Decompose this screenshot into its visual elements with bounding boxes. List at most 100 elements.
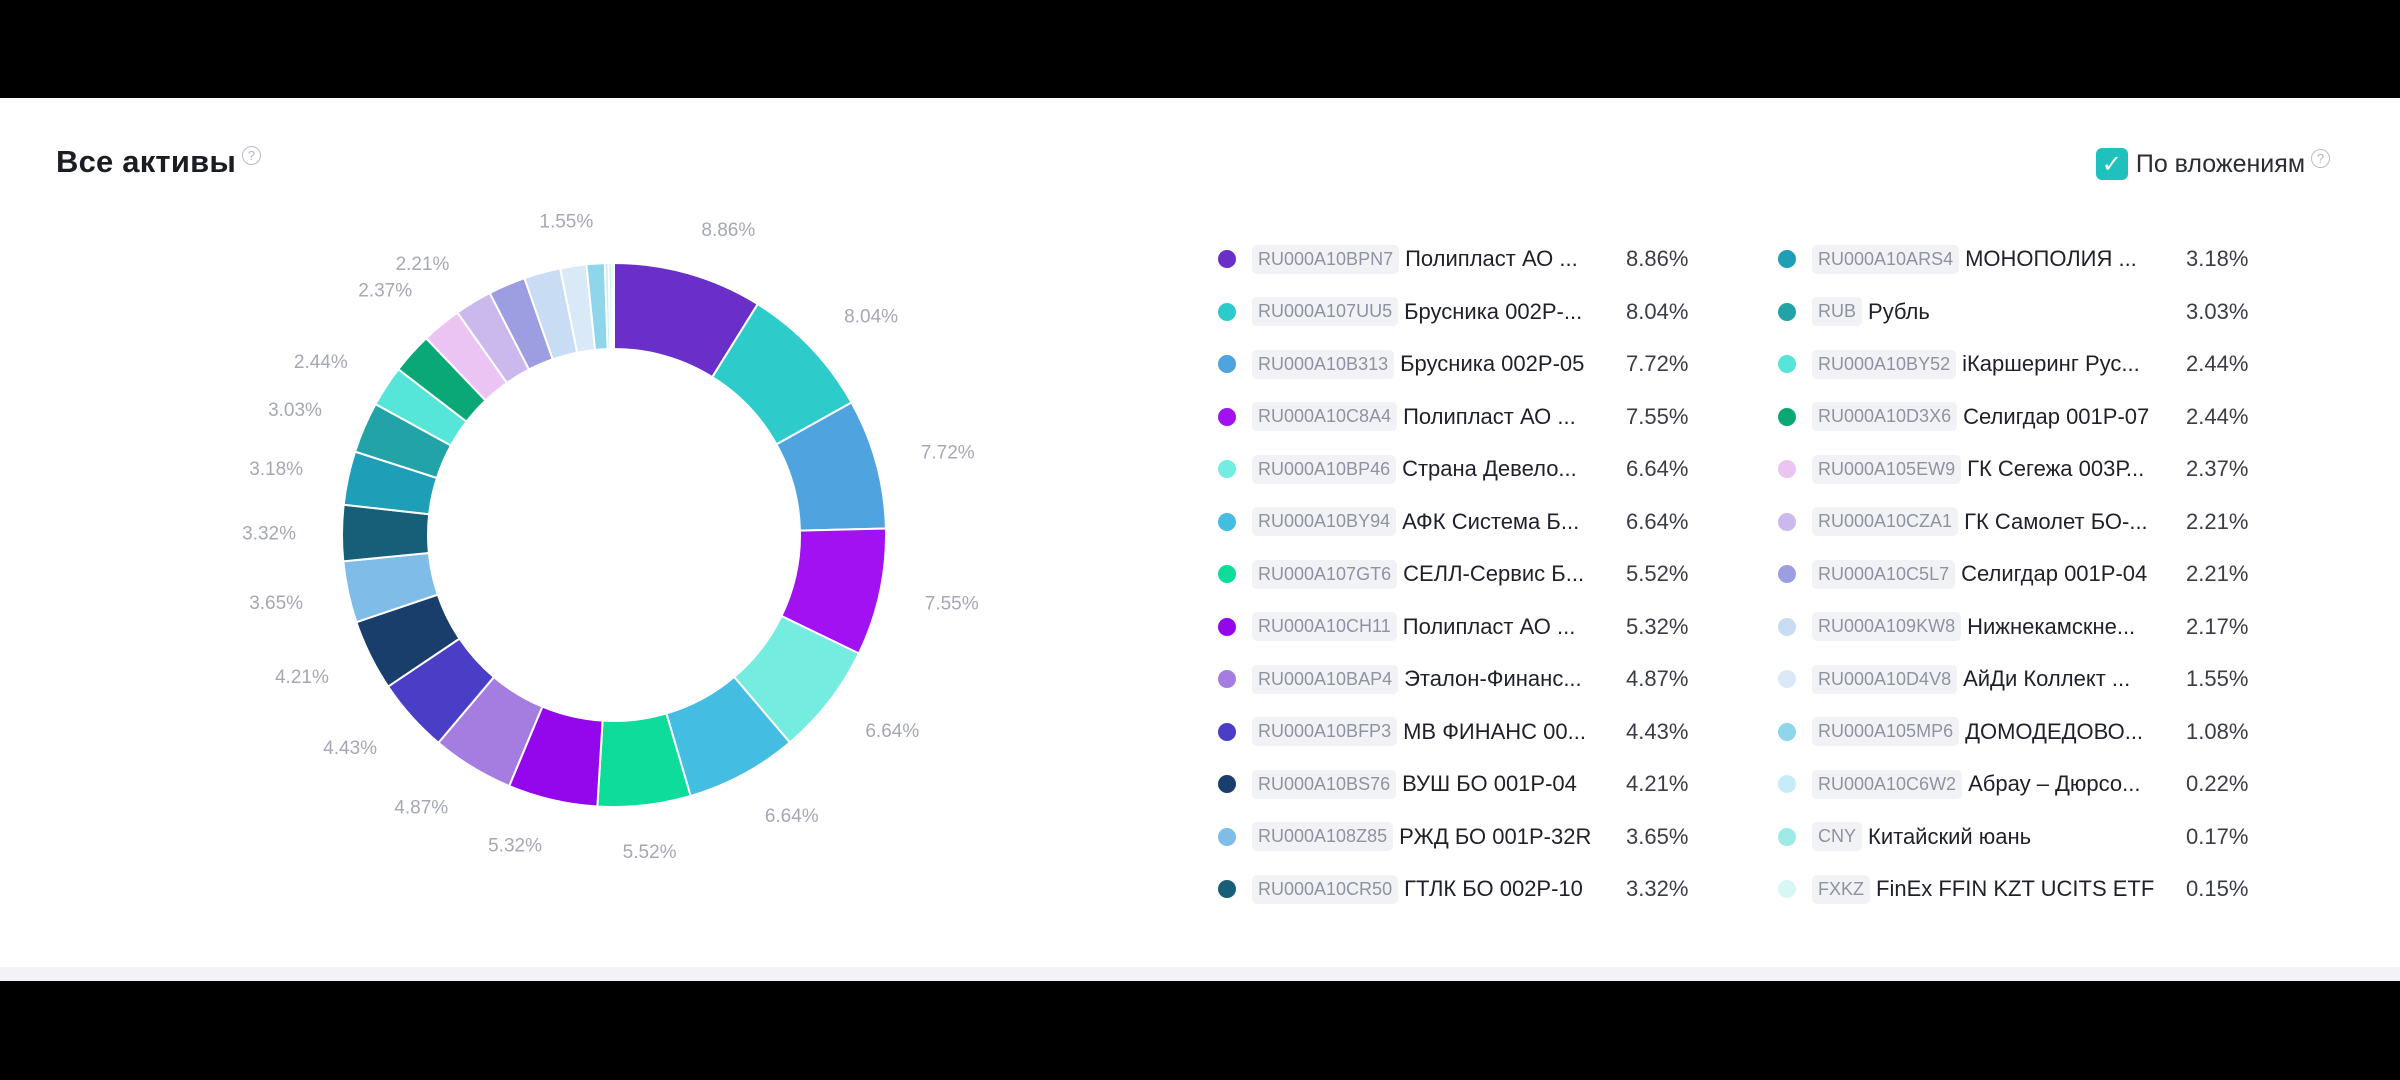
question-mark-icon[interactable]: ?: [242, 145, 262, 165]
legend-asset-name: АФК Система Б...: [1402, 508, 1580, 534]
legend-percentage: 3.32%: [1626, 876, 1689, 902]
legend-item[interactable]: RU000A10CH11 Полипласт АО ... 5.32%: [1218, 601, 1698, 654]
legend-ticker-code: RU000A10BS76: [1252, 769, 1397, 799]
legend-asset-name: Китайский юань: [1868, 823, 2032, 849]
legend-percentage: 4.87%: [1626, 666, 1689, 692]
legend-ticker-code: RU000A10BP46: [1252, 454, 1397, 484]
legend-asset-name: Полипласт АО ...: [1403, 403, 1576, 429]
legend-percentage: 0.22%: [2186, 771, 2249, 797]
legend-asset-name: iКаршеринг Рус...: [1962, 351, 2140, 377]
legend-item[interactable]: RU000A107GT6 СЕЛЛ-Сервис Б... 5.52%: [1218, 548, 1698, 601]
legend-color-dot-icon: [1778, 512, 1796, 531]
legend-color-dot-icon: [1778, 460, 1796, 479]
legend-percentage: 7.55%: [1626, 403, 1689, 429]
legend-item[interactable]: RU000A10BY52 iКаршеринг Рус... 2.44%: [1778, 338, 2258, 391]
legend-asset-name: Страна Девело...: [1402, 456, 1577, 482]
legend-ticker-code: RU000A105MP6: [1812, 717, 1960, 747]
legend-asset-name: Рубль: [1868, 298, 1930, 324]
donut-value-label: 5.52%: [623, 842, 677, 863]
legend-item[interactable]: FXKZ FinEx FFIN KZT UCITS ETF 0.15%: [1778, 863, 2258, 916]
legend-color-dot-icon: [1778, 302, 1796, 321]
legend-percentage: 0.17%: [2186, 823, 2249, 849]
legend-item[interactable]: RU000A107UU5 Брусника 002Р-... 8.04%: [1218, 286, 1698, 339]
legend-percentage: 8.04%: [1626, 298, 1689, 324]
legend-item[interactable]: RUB Рубль 3.03%: [1778, 286, 2258, 339]
donut-value-label: 3.32%: [242, 524, 296, 545]
legend-ticker-code: RU000A10BY52: [1812, 349, 1957, 379]
legend-ticker-code: RU000A109KW8: [1812, 612, 1962, 642]
legend-item[interactable]: CNY Китайский юань 0.17%: [1778, 811, 2258, 864]
legend-ticker-code: CNY: [1812, 822, 1863, 852]
legend-item[interactable]: RU000A10CZA1 ГК Самолет БО-... 2.21%: [1778, 496, 2258, 549]
legend-color-dot-icon: [1778, 250, 1796, 269]
legend-item[interactable]: RU000A10ARS4 МОНОПОЛИЯ ... 3.18%: [1778, 233, 2258, 286]
legend-item[interactable]: RU000A10C8A4 Полипласт АО ... 7.55%: [1218, 391, 1698, 444]
legend-ticker-code: RU000A10C5L7: [1812, 559, 1956, 589]
legend-item[interactable]: RU000A10BY94 АФК Система Б... 6.64%: [1218, 496, 1698, 549]
legend-item[interactable]: RU000A10BS76 ВУШ БО 001Р-04 4.21%: [1218, 758, 1698, 811]
legend-color-dot-icon: [1778, 565, 1796, 584]
legend-item[interactable]: RU000A10CR50 ГТЛК БО 002Р-10 3.32%: [1218, 863, 1698, 916]
legend-percentage: 8.86%: [1626, 246, 1689, 272]
legend-color-dot-icon: [1218, 565, 1236, 584]
legend-ticker-code: RU000A10BAP4: [1252, 664, 1399, 694]
legend-ticker-code: RU000A108Z85: [1252, 822, 1394, 852]
legend-ticker-code: RU000A10BFP3: [1252, 717, 1398, 747]
legend-asset-name: FinEx FFIN KZT UCITS ETF: [1876, 876, 2155, 902]
legend-item[interactable]: RU000A10D4V8 АйДи Коллект ... 1.55%: [1778, 653, 2258, 706]
legend-percentage: 2.44%: [2186, 403, 2249, 429]
legend-ticker-code: RU000A10D3X6: [1812, 402, 1958, 432]
legend-item[interactable]: RU000A10C5L7 Селигдар 001Р-04 2.21%: [1778, 548, 2258, 601]
legend-percentage: 5.32%: [1626, 613, 1689, 639]
legend-item[interactable]: RU000A105MP6 ДОМОДЕДОВО... 1.08%: [1778, 706, 2258, 759]
legend-percentage: 1.55%: [2186, 666, 2249, 692]
legend-item[interactable]: RU000A10BPN7 Полипласт АО ... 8.86%: [1218, 233, 1698, 286]
legend-asset-name: Нижнекамскне...: [1967, 613, 2136, 639]
legend-color-dot-icon: [1218, 827, 1236, 846]
donut-value-label: 7.55%: [925, 593, 979, 614]
legend-percentage: 3.03%: [2186, 298, 2249, 324]
legend-item[interactable]: RU000A10BFP3 МВ ФИНАНС 00... 4.43%: [1218, 706, 1698, 759]
legend-asset-name: СЕЛЛ-Сервис Б...: [1403, 561, 1585, 587]
legend-ticker-code: RU000A105EW9: [1812, 454, 1962, 484]
checkbox-checked-icon[interactable]: ✓: [2095, 148, 2128, 180]
legend-item[interactable]: RU000A10C6W2 Абрау – Дюрсо... 0.22%: [1778, 758, 2258, 811]
legend-item[interactable]: RU000A109KW8 Нижнекамскне... 2.17%: [1778, 601, 2258, 654]
donut-chart: 8.86% 8.04% 7.72% 7.55% 6.64% 6.64% 5.52% 5.32%…: [242, 212, 979, 863]
page-title: Все активы: [56, 144, 237, 179]
legend-color-dot-icon: [1778, 617, 1796, 636]
legend-ticker-code: RU000A10CR50: [1252, 874, 1399, 904]
by-investment-toggle[interactable]: ✓ По вложениям ?: [2095, 148, 2330, 180]
legend-color-dot-icon: [1218, 670, 1236, 689]
legend-item[interactable]: RU000A10B313 Брусника 002Р-05 7.72%: [1218, 338, 1698, 391]
legend-asset-name: Брусника 002Р-...: [1404, 298, 1583, 324]
legend-color-dot-icon: [1778, 880, 1796, 899]
donut-value-label: 7.72%: [921, 442, 975, 463]
donut-value-label: 2.44%: [294, 352, 348, 373]
legend-color-dot-icon: [1218, 617, 1236, 636]
legend-asset-name: Полипласт АО ...: [1405, 246, 1578, 272]
legend-item[interactable]: RU000A10D3X6 Селигдар 001Р-07 2.44%: [1778, 391, 2258, 444]
legend-percentage: 1.08%: [2186, 718, 2249, 744]
legend-asset-name: Полипласт АО ...: [1402, 613, 1576, 639]
legend-percentage: 2.37%: [2186, 456, 2249, 482]
legend-asset-name: ГТЛК БО 002Р-10: [1404, 876, 1583, 902]
question-mark-icon[interactable]: ?: [2311, 148, 2330, 168]
legend-color-dot-icon: [1218, 407, 1236, 426]
toggle-label[interactable]: По вложениям: [2135, 149, 2305, 178]
legend-ticker-code: RU000A10CH11: [1252, 612, 1397, 642]
legend-item[interactable]: RU000A105EW9 ГК Сегежа 003Р... 2.37%: [1778, 443, 2258, 496]
legend-percentage: 2.17%: [2186, 613, 2249, 639]
donut-slice[interactable]: [610, 261, 615, 351]
donut-value-label: 8.86%: [701, 220, 755, 241]
legend-asset-name: АйДи Коллект ...: [1963, 666, 2131, 692]
legend-ticker-code: FXKZ: [1812, 874, 1871, 904]
donut-value-label: 3.03%: [268, 400, 322, 421]
legend-color-dot-icon: [1778, 670, 1796, 689]
legend-asset-name: ГК Сегежа 003Р...: [1967, 456, 2145, 482]
legend-percentage: 6.64%: [1626, 508, 1689, 534]
legend-item[interactable]: RU000A108Z85 РЖД БО 001Р-32R 3.65%: [1218, 811, 1698, 864]
legend-item[interactable]: RU000A10BP46 Страна Девело... 6.64%: [1218, 443, 1698, 496]
legend-item[interactable]: RU000A10BAP4 Эталон-Финанс... 4.87%: [1218, 653, 1698, 706]
donut-value-label: 4.87%: [394, 797, 448, 818]
